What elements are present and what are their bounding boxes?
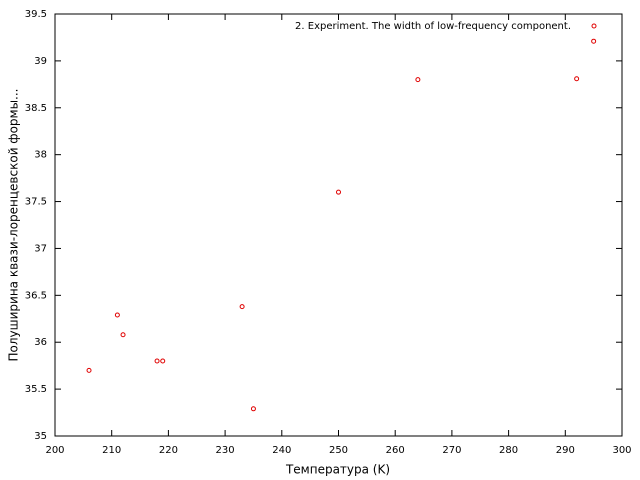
point (415, 77, 421, 83)
x-tick-label: 230 (216, 445, 235, 456)
y-tick-label: 39.5 (25, 9, 47, 20)
x-tick-label: 200 (45, 445, 64, 456)
legend-marker (591, 23, 597, 29)
y-tick-label: 39 (34, 56, 47, 67)
point (239, 304, 245, 310)
y-tick-label: 36 (34, 337, 47, 348)
y-tick-label: 37.5 (25, 197, 47, 208)
legend-label: 2. Experiment. The width of low-frequenc… (295, 21, 571, 32)
plot-border (54, 13, 623, 437)
y-axis-title: Полуширина квази-лоренцевской формы... (7, 89, 21, 362)
point (154, 358, 160, 364)
x-tick-label: 270 (442, 445, 461, 456)
point (574, 76, 580, 82)
point (120, 332, 126, 338)
y-tick-label: 35 (34, 431, 47, 442)
x-tick-label: 250 (329, 445, 348, 456)
x-tick-label: 240 (272, 445, 291, 456)
point (250, 406, 256, 412)
x-tick-label: 210 (102, 445, 121, 456)
point (86, 367, 92, 373)
y-tick-label: 36.5 (25, 290, 47, 301)
x-tick-label: 290 (556, 445, 575, 456)
x-tick-label: 220 (159, 445, 178, 456)
point (160, 358, 166, 364)
y-tick-label: 38 (34, 150, 47, 161)
point (591, 38, 597, 44)
y-tick-label: 38.5 (25, 103, 47, 114)
x-tick-label: 260 (386, 445, 405, 456)
x-tick-label: 280 (499, 445, 518, 456)
x-tick-label: 300 (612, 445, 631, 456)
x-axis-title: Температура (K) (285, 463, 390, 477)
point (114, 312, 120, 318)
point (336, 189, 341, 195)
y-tick-label: 37 (34, 243, 47, 254)
y-tick-label: 35.5 (25, 384, 47, 395)
